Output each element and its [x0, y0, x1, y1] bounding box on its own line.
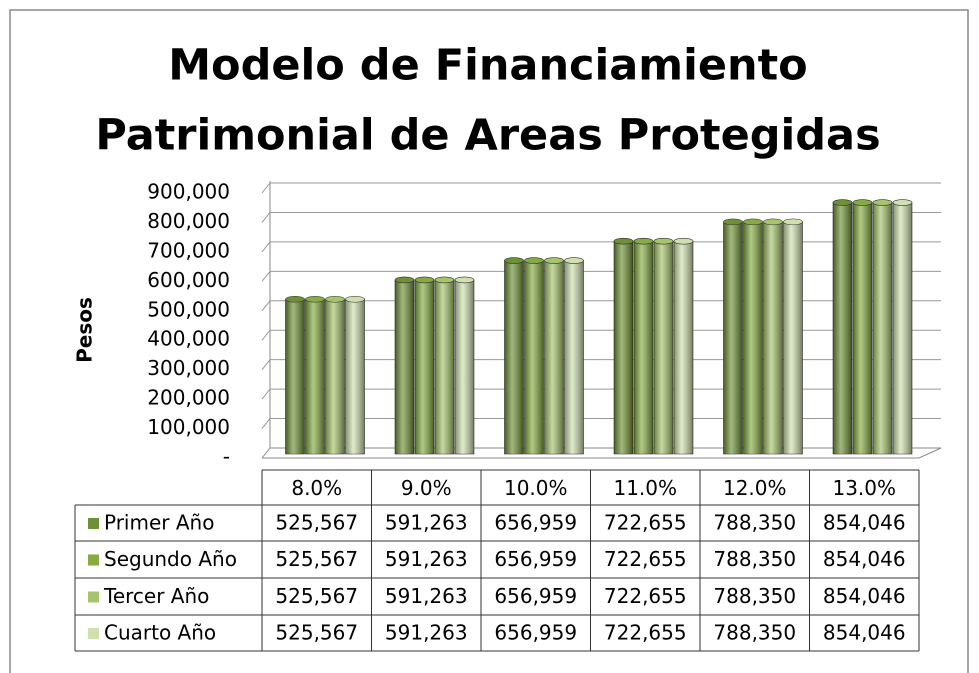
y-tick-label: 300,000 [147, 356, 230, 380]
chart-title: Modelo de Financiamiento [168, 41, 807, 91]
y-tick-label: - [223, 445, 230, 469]
bar [783, 218, 803, 455]
grid-line [261, 388, 941, 400]
table-cell: 788,350 [713, 584, 796, 608]
y-tick-label: 900,000 [147, 180, 230, 204]
bar [892, 199, 913, 455]
x-tick-label: 8.0% [291, 476, 342, 500]
bar [633, 237, 654, 455]
y-tick-label: 400,000 [147, 327, 230, 351]
y-tick-label: 600,000 [147, 268, 230, 292]
y-tick-label: 200,000 [147, 386, 230, 410]
bar [673, 237, 694, 455]
bar [524, 257, 544, 455]
bar [414, 276, 435, 455]
table-cell: 722,655 [604, 621, 687, 645]
bar [743, 218, 763, 455]
legend-label: Cuarto Año [104, 621, 216, 645]
grid-line [261, 359, 941, 370]
table-cell: 591,263 [385, 621, 468, 645]
table-cell: 722,655 [604, 511, 687, 535]
y-tick-label: 100,000 [147, 415, 230, 439]
table-cell: 656,959 [494, 511, 577, 535]
table-cell: 854,046 [823, 584, 906, 608]
table-cell: 525,567 [275, 584, 358, 608]
plot-wall [261, 181, 942, 459]
bar [763, 218, 783, 455]
bar [564, 257, 584, 455]
legend-label: Primer Año [104, 511, 214, 535]
bar [504, 257, 524, 455]
legend-key [88, 554, 99, 566]
table-cell: 525,567 [275, 511, 358, 535]
grid-line [261, 241, 941, 253]
table-cell: 591,263 [385, 584, 468, 608]
table-cell: 722,655 [604, 547, 687, 571]
y-tick-label: 700,000 [147, 238, 230, 262]
y-tick-label: 500,000 [147, 297, 230, 321]
legend-key [88, 518, 99, 529]
table-cell: 525,567 [275, 547, 358, 571]
table-cell: 788,350 [713, 621, 796, 645]
bar [325, 295, 345, 455]
bar [285, 295, 305, 455]
bar [653, 237, 674, 455]
chart-title: Patrimonial de Areas Protegidas [95, 111, 880, 161]
bar [305, 295, 325, 455]
grid-line [261, 182, 941, 194]
table-cell: 722,655 [604, 584, 687, 608]
table-cell: 788,350 [713, 547, 796, 571]
legend-key [88, 591, 99, 603]
table-cell: 591,263 [385, 511, 468, 535]
grid-line [261, 418, 941, 429]
grid-line [261, 211, 941, 223]
bar [832, 199, 853, 455]
y-tick-label: 800,000 [147, 209, 230, 233]
x-tick-label: 11.0% [613, 476, 677, 500]
table-cell: 591,263 [385, 547, 468, 571]
bar [394, 276, 415, 455]
table-cell: 656,959 [494, 584, 577, 608]
x-tick-label: 9.0% [401, 476, 452, 500]
grid-line [261, 329, 941, 341]
bar [852, 199, 873, 455]
x-tick-label: 12.0% [723, 476, 787, 500]
bar [613, 237, 634, 455]
table-cell: 525,567 [275, 621, 358, 645]
table-cell: 854,046 [823, 511, 906, 535]
grid-line [261, 300, 941, 312]
bar [723, 218, 743, 455]
table-cell: 788,350 [713, 511, 796, 535]
chart-frame [9, 9, 969, 673]
legend-label: Tercer Año [103, 584, 209, 608]
bar [544, 257, 564, 455]
bar [345, 295, 365, 455]
table-grid [74, 469, 920, 652]
table-cell: 656,959 [494, 621, 577, 645]
bar [454, 276, 475, 455]
bar [872, 199, 893, 455]
table-cell: 854,046 [823, 547, 906, 571]
legend-label: Segundo Año [104, 547, 237, 571]
table-cell: 656,959 [494, 547, 577, 571]
grid-line [261, 270, 941, 282]
x-tick-label: 10.0% [504, 476, 568, 500]
legend-key [88, 628, 99, 639]
x-tick-label: 13.0% [832, 476, 896, 500]
table-cell: 854,046 [823, 621, 906, 645]
bar [434, 276, 455, 455]
y-axis-label: Pesos [73, 297, 97, 363]
